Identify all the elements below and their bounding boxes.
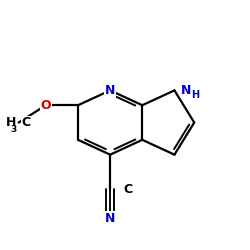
Text: N: N <box>105 84 115 97</box>
Text: N: N <box>105 212 115 226</box>
Text: 3: 3 <box>10 125 16 134</box>
Text: O: O <box>40 99 51 112</box>
Text: C: C <box>21 116 30 129</box>
Text: C: C <box>124 183 133 196</box>
Text: N: N <box>180 84 191 97</box>
Text: H: H <box>6 116 16 129</box>
Text: H: H <box>191 90 200 100</box>
